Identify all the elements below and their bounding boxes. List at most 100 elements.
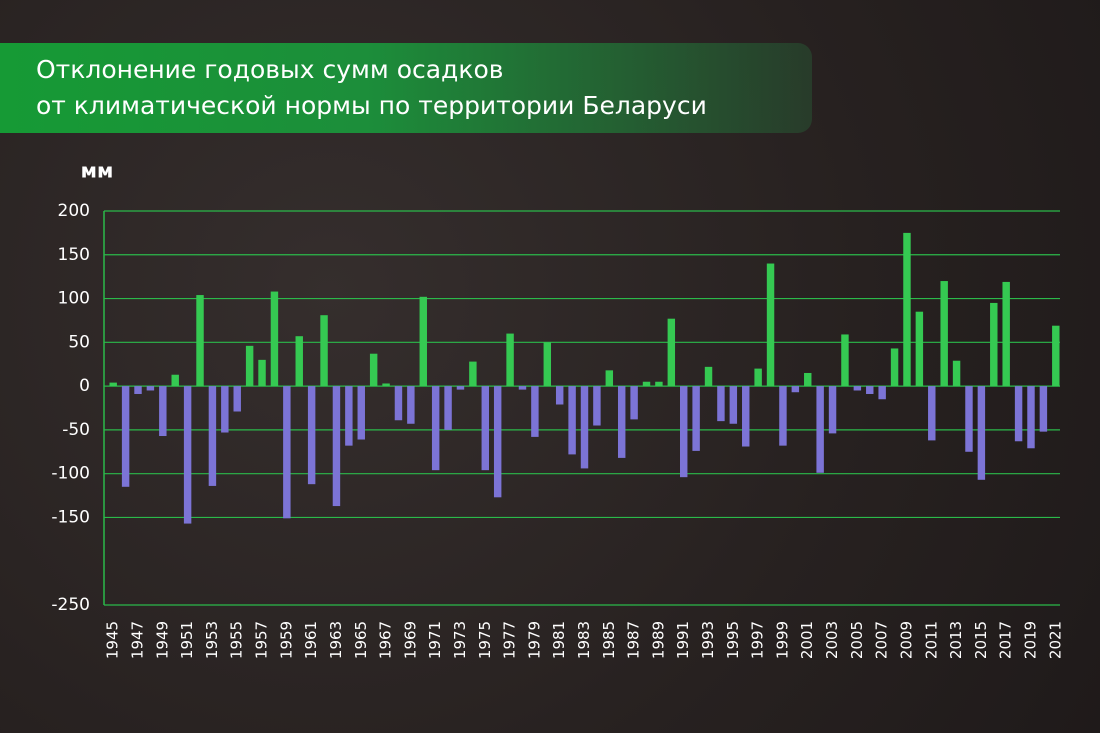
bar bbox=[531, 386, 539, 437]
bar bbox=[580, 386, 589, 469]
bar bbox=[332, 386, 341, 507]
x-tick-label: 2001 bbox=[798, 621, 816, 659]
bar bbox=[159, 386, 167, 437]
y-tick-label: 0 bbox=[79, 376, 90, 396]
bar bbox=[109, 382, 117, 387]
bar bbox=[1002, 281, 1010, 387]
bar bbox=[593, 386, 601, 426]
x-tick-label: 1989 bbox=[649, 621, 667, 659]
bar bbox=[965, 386, 973, 452]
bar bbox=[345, 386, 353, 446]
x-tick-label: 1965 bbox=[352, 621, 370, 659]
x-tick-label: 1945 bbox=[104, 621, 122, 659]
bar bbox=[952, 360, 961, 387]
x-tick-label: 1969 bbox=[401, 621, 419, 659]
x-tick-label: 1975 bbox=[476, 621, 494, 659]
bar bbox=[245, 345, 254, 387]
bar bbox=[779, 386, 787, 446]
bar bbox=[642, 381, 651, 387]
x-tick-label: 2011 bbox=[922, 621, 940, 659]
bar bbox=[357, 386, 365, 440]
bar bbox=[742, 386, 750, 447]
bar bbox=[630, 386, 638, 420]
y-tick-label: -100 bbox=[51, 464, 90, 484]
x-tick-label: 1947 bbox=[129, 621, 147, 659]
x-tick-label: 1957 bbox=[253, 621, 271, 659]
bar bbox=[890, 348, 899, 387]
y-tick-label: 150 bbox=[58, 245, 90, 265]
bar bbox=[183, 386, 192, 524]
y-tick-label: -250 bbox=[51, 595, 90, 615]
x-tick-label: 1999 bbox=[773, 621, 791, 659]
bar bbox=[394, 386, 403, 421]
bar bbox=[841, 334, 849, 387]
bar bbox=[1014, 386, 1023, 442]
x-tick-label: 1997 bbox=[749, 621, 767, 659]
x-tick-label: 2007 bbox=[873, 621, 891, 659]
x-tick-label: 1963 bbox=[327, 621, 345, 659]
bar bbox=[1039, 386, 1048, 432]
bar bbox=[990, 302, 998, 387]
bar bbox=[469, 361, 477, 387]
x-tick-label: 2015 bbox=[972, 621, 990, 659]
bar bbox=[903, 232, 911, 387]
bar bbox=[221, 386, 229, 433]
bar bbox=[419, 296, 427, 387]
bar bbox=[258, 359, 266, 387]
bar bbox=[283, 386, 291, 519]
y-tick-label: 100 bbox=[58, 289, 90, 309]
bar bbox=[307, 386, 316, 485]
y-tick-label: -150 bbox=[51, 507, 90, 527]
x-tick-label: 1953 bbox=[203, 621, 221, 659]
x-tick-label: 1955 bbox=[228, 621, 246, 659]
x-tick-label: 1977 bbox=[501, 621, 519, 659]
chart-title: от климатической нормы по территории Бел… bbox=[36, 91, 707, 120]
bar bbox=[134, 386, 142, 394]
x-tick-label: 1973 bbox=[451, 621, 469, 659]
bar bbox=[568, 386, 576, 455]
bar bbox=[878, 386, 886, 400]
x-tick-label: 1987 bbox=[625, 621, 643, 659]
bar bbox=[1052, 325, 1060, 387]
x-tick-label: 1983 bbox=[575, 621, 593, 659]
bar bbox=[940, 281, 948, 387]
bar bbox=[915, 311, 924, 387]
title-banner: Отклонение годовых сумм осадков от клима… bbox=[0, 43, 812, 133]
bar bbox=[928, 386, 936, 441]
bar bbox=[791, 386, 800, 393]
x-tick-label: 1959 bbox=[277, 621, 295, 659]
y-tick-label: 50 bbox=[68, 332, 90, 352]
bar bbox=[146, 386, 155, 391]
bar bbox=[766, 263, 775, 387]
bar bbox=[717, 386, 725, 422]
bar bbox=[506, 333, 514, 387]
x-tick-label: 2019 bbox=[1021, 621, 1039, 659]
x-tick-label: 1951 bbox=[178, 621, 196, 659]
bar bbox=[866, 386, 874, 394]
bar bbox=[382, 383, 390, 387]
bar bbox=[444, 386, 452, 430]
bar bbox=[853, 386, 862, 391]
x-tick-label: 1949 bbox=[153, 621, 171, 659]
x-tick-label: 1995 bbox=[724, 621, 742, 659]
x-tick-label: 1979 bbox=[525, 621, 543, 659]
bar bbox=[171, 374, 179, 387]
x-tick-label: 2003 bbox=[823, 621, 841, 659]
y-tick-label: -50 bbox=[62, 420, 90, 440]
bar bbox=[196, 295, 204, 387]
bar bbox=[208, 386, 217, 486]
bar bbox=[680, 386, 688, 478]
bar bbox=[233, 386, 241, 412]
bar bbox=[667, 318, 676, 387]
bar bbox=[729, 386, 738, 424]
x-tick-label: 1967 bbox=[377, 621, 395, 659]
x-tick-label: 1961 bbox=[302, 621, 320, 659]
bar bbox=[977, 386, 986, 480]
x-tick-label: 2017 bbox=[997, 621, 1015, 659]
bar bbox=[320, 315, 328, 387]
y-axis-label: мм bbox=[81, 159, 114, 183]
bar bbox=[655, 381, 663, 387]
bar bbox=[369, 353, 378, 387]
